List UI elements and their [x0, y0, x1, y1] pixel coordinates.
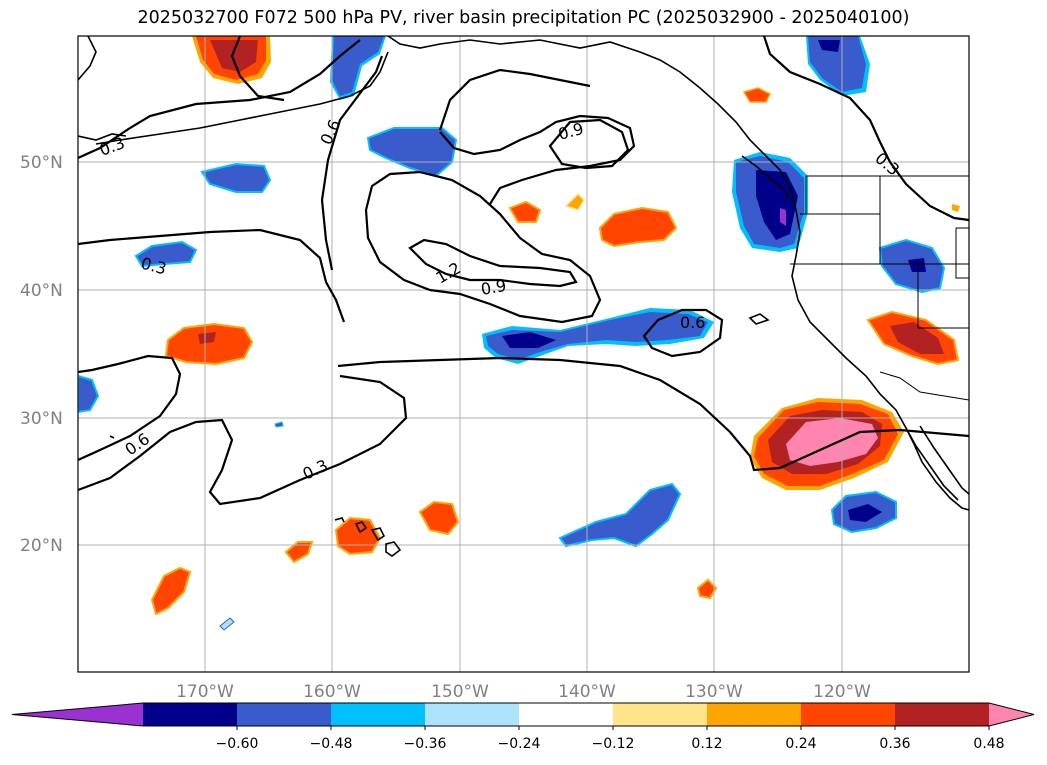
precip-patch-negative — [878, 238, 946, 294]
precip-patch-negative — [134, 240, 198, 268]
colorbar-outline — [11, 702, 1035, 727]
precip-patch-positive — [164, 322, 254, 366]
precip-patch-positive — [198, 332, 216, 344]
colorbar-tick-label: 0.12 — [691, 736, 722, 752]
precip-patch-negative — [78, 374, 100, 414]
gridlines — [78, 36, 969, 672]
colorbar-tick-label: −0.60 — [216, 736, 259, 752]
colorbar-tick-label: −0.12 — [592, 736, 635, 752]
lon-label: 160°W — [303, 682, 361, 702]
precip-patch-positive — [192, 36, 271, 84]
colorbar-segment — [143, 703, 238, 726]
map-frame — [77, 35, 970, 673]
lon-label: 130°W — [685, 682, 743, 702]
precip-patch-positive — [598, 206, 678, 248]
colorbar-tick-label: −0.24 — [498, 736, 541, 752]
lat-label: 40°N — [20, 281, 63, 301]
colorbar-segment — [331, 703, 426, 726]
lat-label: 20°N — [20, 536, 63, 556]
coastlines — [78, 36, 969, 557]
colorbar: −0.60 −0.48 −0.36 −0.24 −0.12 0.12 0.24 0.36 0.4… — [11, 702, 1035, 752]
colorbar-segment — [425, 703, 520, 726]
precip-patch-negative — [732, 152, 808, 252]
colorbar-extend-low — [12, 703, 143, 726]
precip-patch-positive — [696, 578, 718, 600]
colorbar-tick-label: 0.24 — [785, 736, 816, 752]
precip-patch-positive — [742, 87, 772, 103]
precip-patch-negative — [219, 617, 235, 631]
pv-contours — [78, 36, 969, 506]
colorbar-tick-label: −0.36 — [404, 736, 447, 752]
map-contents: 0.3 0.6 0.9 0.9 1.2 0.6 0.3 0.3 0.6 0.3 — [78, 36, 969, 672]
longitude-labels: 170°W 160°W 150°W 140°W 130°W 120°W — [176, 682, 871, 702]
precip-patch-positive — [150, 566, 192, 616]
precip-patch-negative — [558, 482, 682, 548]
precip-patch-positive — [418, 500, 460, 536]
lon-label: 140°W — [558, 682, 616, 702]
colorbar-tick-label: −0.48 — [310, 736, 353, 752]
latitude-labels: 50°N 40°N 30°N 20°N — [20, 153, 63, 556]
precipitation-shading — [78, 36, 960, 631]
colorbar-segment — [895, 703, 990, 726]
precip-patch-positive — [866, 310, 960, 366]
map-title: 2025032700 F072 500 hPa PV, river basin … — [137, 8, 910, 28]
colorbar-segment — [519, 703, 614, 726]
lon-label: 150°W — [431, 682, 489, 702]
precip-patch-negative — [806, 36, 870, 96]
precip-patch-positive — [284, 541, 314, 564]
colorbar-tick-label: 0.36 — [879, 736, 910, 752]
precip-patch-positive — [952, 204, 960, 212]
colorbar-segment — [801, 703, 896, 726]
precip-patch-positive — [508, 200, 542, 223]
precip-patch-positive — [564, 192, 585, 211]
colorbar-tick-label: 0.48 — [973, 736, 1004, 752]
colorbar-segment — [237, 703, 332, 726]
precip-patch-positive — [750, 398, 904, 490]
lon-label: 120°W — [813, 682, 871, 702]
lon-label: 170°W — [176, 682, 234, 702]
lat-label: 30°N — [20, 409, 63, 429]
contour-label: 0.9 — [479, 276, 507, 299]
precip-patch-negative — [200, 162, 272, 193]
precip-patch-negative — [830, 490, 897, 534]
political-borders — [790, 175, 969, 401]
colorbar-segment — [707, 703, 802, 726]
precip-patch-negative — [366, 127, 458, 178]
colorbar-segment — [613, 703, 708, 726]
contour-label: 0.6 — [680, 313, 705, 332]
lat-label: 50°N — [20, 153, 63, 173]
colorbar-extend-high — [989, 703, 1034, 726]
precip-patch-negative — [274, 421, 284, 428]
